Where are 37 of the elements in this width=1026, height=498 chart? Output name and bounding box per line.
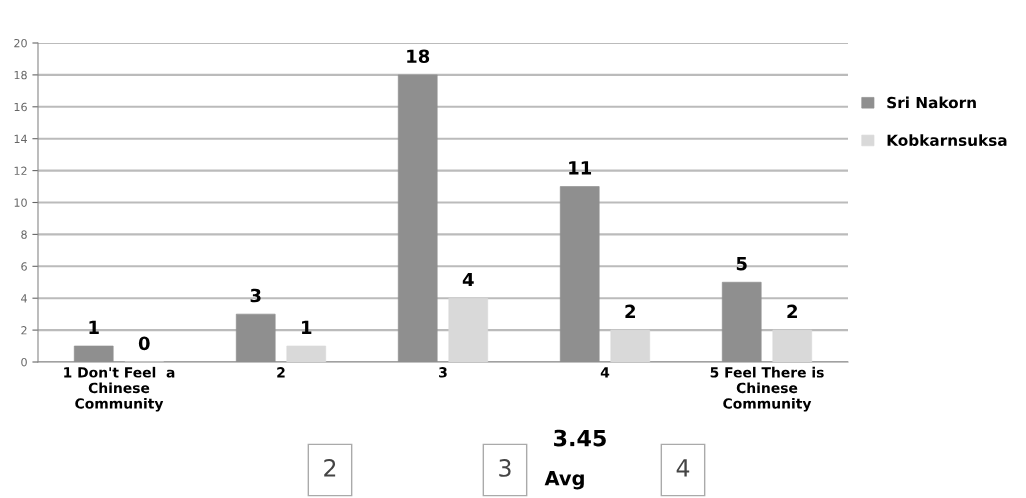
data-label: 3 [250, 288, 261, 303]
data-label: 2 [625, 304, 635, 319]
y-tick-label: 8 [21, 230, 27, 239]
x-tick-label: 5 Feel There is Chinese Community [710, 366, 824, 412]
data-label: 5 [736, 257, 747, 271]
bar [610, 329, 651, 362]
text: 3.45 [554, 429, 606, 447]
text: 2 [324, 458, 336, 477]
y-tick-label: 20 [14, 38, 27, 48]
y-tick-label: 4 [21, 294, 27, 303]
y-tick-label: 16 [14, 102, 27, 112]
text: 4 [676, 459, 690, 477]
data-label: 1 [302, 320, 312, 334]
y-tick-label: 18 [14, 70, 27, 80]
data-label: 11 [569, 161, 592, 175]
x-tick-label: 4 [600, 367, 610, 378]
data-label: 2 [787, 304, 797, 319]
legend-label: Sri Nakorn [887, 96, 976, 109]
bar [286, 345, 327, 362]
y-tick-label: 10 [14, 198, 27, 207]
x-tick-label: 2 [277, 367, 285, 378]
legend-label: Kobkarnsuksa [887, 134, 1007, 147]
y-tick-label: 6 [21, 262, 27, 271]
y-tick-label: 12 [14, 166, 27, 175]
bar [772, 329, 813, 362]
x-tick-label: 1 Don't Feel a Chinese Community [64, 366, 175, 412]
data-label: 0 [138, 336, 150, 351]
bar [448, 297, 489, 362]
text: 3 [499, 458, 511, 477]
data-label: 1 [89, 320, 99, 334]
x-tick-label: 3 [439, 367, 447, 378]
data-label: 18 [407, 49, 430, 64]
y-tick-label: 0 [21, 357, 27, 367]
y-tick-label: 14 [14, 134, 27, 143]
text: Avg [544, 471, 584, 490]
y-tick-label: 2 [21, 326, 27, 335]
data-label: 4 [462, 272, 474, 287]
